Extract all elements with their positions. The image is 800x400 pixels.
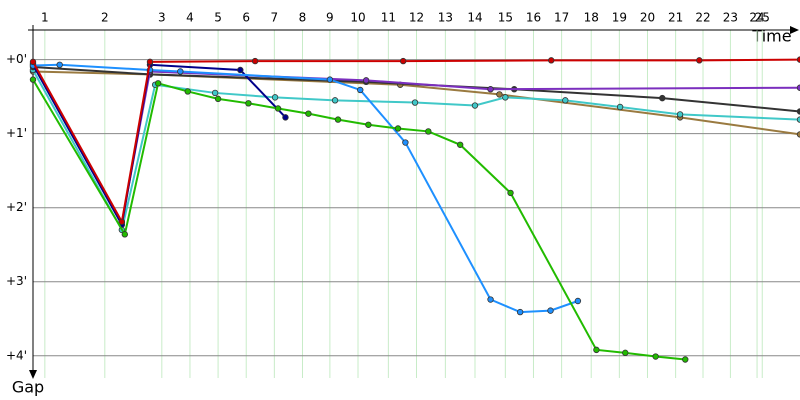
- x-tick-label: 10: [350, 11, 365, 25]
- data-point: [326, 76, 334, 83]
- x-axis-label: Time: [751, 27, 791, 46]
- data-point: [29, 76, 37, 83]
- x-tick-label: 23: [723, 11, 738, 25]
- data-point: [394, 125, 402, 132]
- data-point: [593, 346, 600, 354]
- data-point: [487, 86, 494, 93]
- data-point: [56, 61, 63, 69]
- y-tick-label: +1': [6, 126, 27, 140]
- data-point: [29, 58, 37, 66]
- y-tick-label: +4': [6, 348, 27, 362]
- x-axis-arrow: [790, 26, 799, 34]
- data-point: [402, 139, 409, 146]
- data-point: [362, 77, 370, 84]
- x-tick-label: 19: [612, 11, 627, 25]
- x-tick-label: 1: [41, 11, 49, 25]
- x-tick-label: 6: [242, 11, 250, 25]
- data-point: [659, 94, 666, 102]
- data-point: [796, 131, 800, 138]
- x-tick-label: 7: [271, 11, 279, 25]
- data-point: [274, 105, 282, 112]
- data-point: [331, 97, 339, 104]
- data-point: [251, 57, 259, 65]
- y-tick-label: +2': [6, 200, 27, 214]
- data-point: [118, 218, 126, 225]
- data-point: [121, 231, 129, 238]
- x-tick-label: 4: [186, 11, 194, 25]
- x-tick-label: 16: [526, 11, 541, 25]
- x-tick-label: 2: [101, 11, 109, 25]
- y-axis-label: Gap: [12, 378, 44, 397]
- series-line: [32, 79, 686, 361]
- data-point: [146, 58, 154, 66]
- data-point: [214, 95, 222, 103]
- data-point: [271, 94, 279, 101]
- data-point: [796, 56, 800, 63]
- data-point: [796, 108, 800, 115]
- x-tick-label: 22: [695, 11, 710, 25]
- data-point: [502, 94, 509, 101]
- data-point: [574, 297, 582, 305]
- data-point: [548, 57, 555, 64]
- x-tick-label: 11: [381, 11, 396, 25]
- data-point: [237, 66, 244, 74]
- data-point: [334, 116, 342, 123]
- data-point: [305, 110, 312, 117]
- x-tick-label: 5: [214, 11, 222, 25]
- x-tick-label: 18: [584, 11, 599, 25]
- data-point: [487, 296, 494, 303]
- series-line: [32, 58, 800, 225]
- data-point: [507, 189, 514, 197]
- data-point: [796, 116, 800, 123]
- data-point: [411, 99, 419, 106]
- x-tick-label: 13: [438, 11, 453, 25]
- data-point: [547, 307, 554, 314]
- data-point: [365, 121, 372, 128]
- x-tick-label: 24: [749, 11, 764, 25]
- data-point: [177, 68, 184, 75]
- data-point: [516, 308, 524, 316]
- data-point: [496, 91, 503, 98]
- series-line: [32, 63, 579, 314]
- data-point: [471, 102, 479, 109]
- data-point: [616, 103, 624, 111]
- data-point: [211, 89, 219, 97]
- data-point: [682, 356, 689, 363]
- data-point: [282, 114, 289, 121]
- data-point: [154, 80, 162, 87]
- data-point: [562, 97, 569, 104]
- data-point: [184, 88, 191, 95]
- data-point: [399, 57, 407, 65]
- x-tick-label: 15: [498, 11, 513, 25]
- data-point: [622, 349, 629, 357]
- data-point: [357, 86, 364, 94]
- y-axis-arrow: [29, 370, 37, 379]
- y-tick-label: +0': [6, 52, 27, 66]
- data-point: [245, 100, 252, 107]
- data-point: [652, 353, 659, 360]
- x-tick-label: 14: [467, 11, 482, 25]
- y-tick-label: +3': [6, 274, 27, 288]
- data-point: [676, 111, 684, 118]
- data-point: [796, 84, 800, 91]
- x-tick-label: 20: [640, 11, 655, 25]
- x-tick-label: 25: [755, 11, 770, 25]
- data-point: [696, 57, 703, 64]
- x-tick-label: 3: [158, 11, 166, 25]
- x-tick-label: 21: [668, 11, 683, 25]
- x-tick-label: 12: [409, 11, 424, 25]
- data-point: [425, 128, 432, 135]
- x-tick-label: 8: [299, 11, 307, 25]
- x-tick-label: 17: [554, 11, 569, 25]
- x-tick-label: 9: [326, 11, 334, 25]
- data-point: [456, 141, 464, 148]
